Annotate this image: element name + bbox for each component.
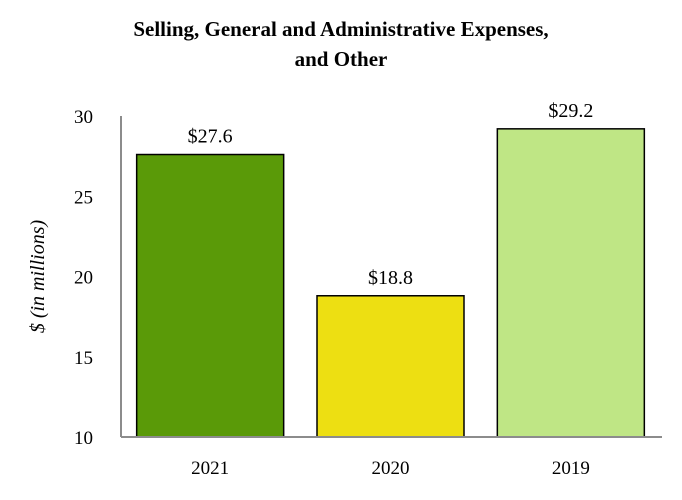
y-tick-label-10: 10 <box>74 428 93 449</box>
y-tick-label-25: 25 <box>74 187 93 208</box>
x-tick-label-2020: 2020 <box>372 458 410 479</box>
chart-title: Selling, General and Administrative Expe… <box>0 14 682 74</box>
x-tick-label-2021: 2021 <box>191 458 229 479</box>
bar-2019 <box>496 128 646 438</box>
bars <box>135 128 646 438</box>
x-tick-label-2019: 2019 <box>552 458 590 479</box>
y-tick-label-20: 20 <box>74 268 93 289</box>
data-label-2019: $29.2 <box>548 100 593 122</box>
x-axis-ticks: 2021 2020 2019 <box>191 458 590 479</box>
y-tick-label-15: 15 <box>74 348 93 369</box>
y-axis-title: $ (in millions) <box>27 220 49 334</box>
chart-title-line-1: Selling, General and Administrative Expe… <box>133 17 549 41</box>
y-tick-label-30: 30 <box>74 107 93 128</box>
y-axis-ticks: 10 15 20 25 30 <box>74 107 93 449</box>
data-labels: $27.6 $18.8 $29.2 <box>188 100 594 289</box>
data-label-2021: $27.6 <box>188 126 233 148</box>
chart-title-line-2: and Other <box>294 47 388 71</box>
bar-2020 <box>316 295 465 438</box>
bar-2021 <box>135 153 285 438</box>
data-label-2020: $18.8 <box>368 267 413 289</box>
